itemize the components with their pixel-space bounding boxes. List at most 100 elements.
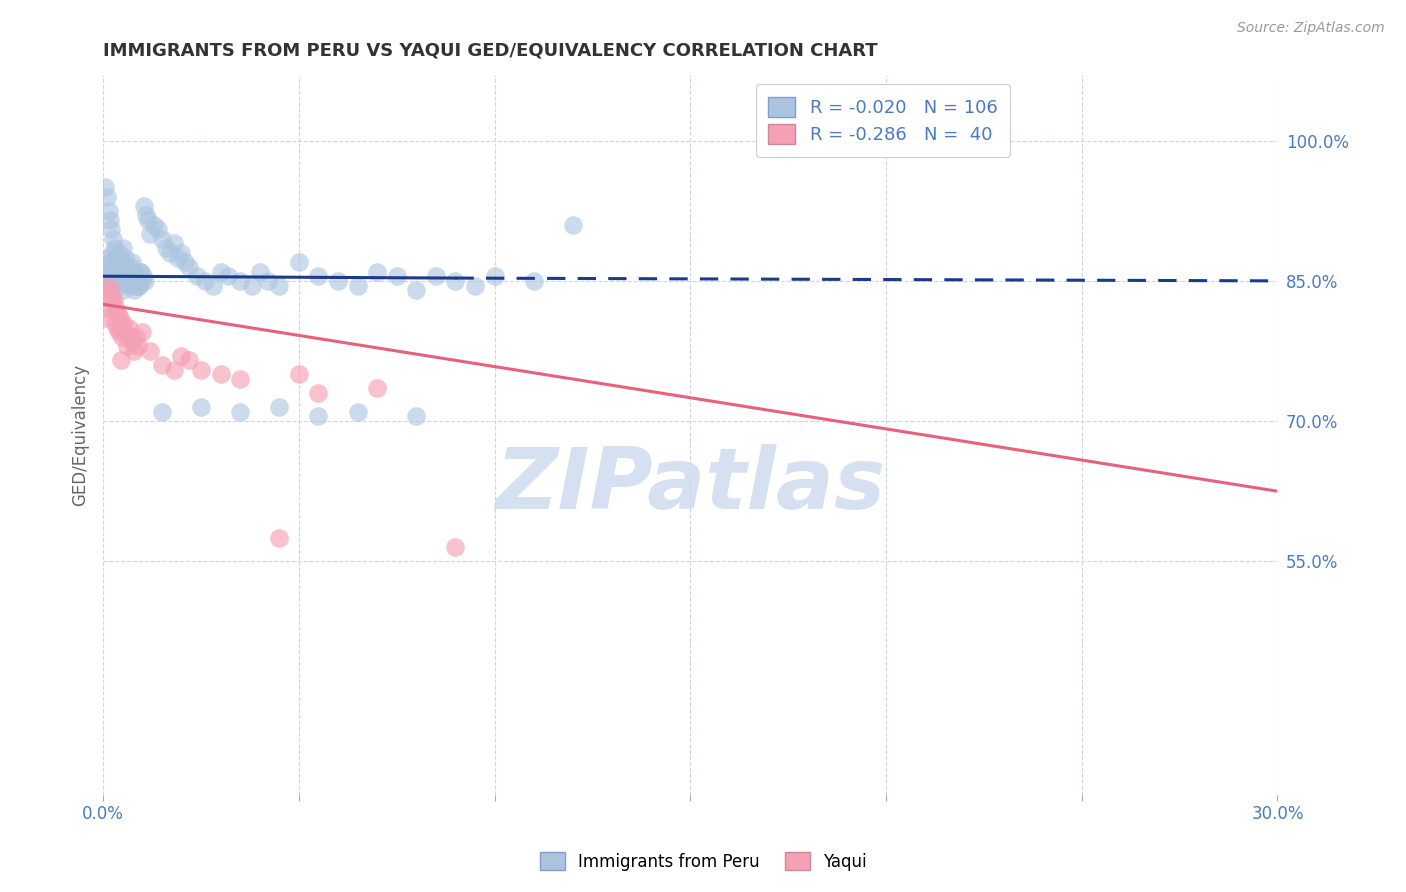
Point (100, 293, 122, 307)
Legend: R = -0.020   N = 106, R = -0.286   N =  40: R = -0.020 N = 106, R = -0.286 N = 40 (755, 84, 1010, 156)
Point (229, 405, 252, 419)
Point (111, 255, 134, 269)
Point (110, 320, 132, 334)
Point (139, 343, 162, 358)
Point (209, 264, 232, 278)
Point (110, 274, 132, 288)
Point (131, 274, 153, 288)
Point (108, 311, 131, 326)
Point (125, 330, 148, 344)
Point (179, 260, 201, 274)
Point (96, 276, 118, 290)
Point (346, 278, 368, 293)
Point (229, 372, 252, 386)
Point (124, 264, 146, 278)
Point (150, 232, 173, 246)
Point (124, 278, 146, 293)
Point (96, 288, 118, 302)
Point (194, 274, 217, 288)
Point (117, 320, 139, 334)
Point (105, 320, 128, 334)
Point (159, 245, 181, 260)
Point (209, 368, 232, 382)
Point (127, 339, 149, 353)
Point (170, 245, 193, 260)
Point (103, 232, 125, 246)
Point (100, 283, 122, 297)
Point (97, 278, 120, 293)
Point (201, 278, 224, 293)
Text: ZIPatlas: ZIPatlas (495, 444, 886, 527)
Point (107, 274, 129, 288)
Point (104, 241, 127, 255)
Point (105, 264, 128, 278)
Point (117, 262, 139, 277)
Point (111, 316, 134, 330)
Point (112, 241, 135, 255)
Text: Source: ZipAtlas.com: Source: ZipAtlas.com (1237, 21, 1385, 35)
Point (288, 368, 311, 382)
Point (190, 362, 212, 376)
Point (118, 278, 141, 293)
Point (249, 264, 271, 278)
Point (326, 274, 349, 288)
Point (269, 400, 291, 414)
Point (100, 269, 122, 284)
Point (104, 269, 127, 284)
Y-axis label: GED/Equivalency: GED/Equivalency (72, 364, 89, 506)
Point (135, 209, 157, 223)
Point (111, 330, 134, 344)
Point (240, 278, 263, 293)
Point (561, 218, 583, 232)
Point (150, 405, 173, 419)
Point (444, 541, 467, 555)
Point (128, 278, 150, 293)
Point (97, 251, 120, 265)
Point (100, 255, 122, 269)
Point (143, 218, 166, 232)
Point (108, 264, 131, 278)
Point (110, 255, 132, 269)
Point (127, 278, 149, 293)
Point (190, 400, 212, 414)
Point (122, 269, 145, 284)
Point (346, 405, 368, 419)
Point (115, 339, 138, 353)
Point (110, 353, 132, 368)
Text: IMMIGRANTS FROM PERU VS YAQUI GED/EQUIVALENCY CORRELATION CHART: IMMIGRANTS FROM PERU VS YAQUI GED/EQUIVA… (103, 42, 877, 60)
Point (174, 255, 197, 269)
Point (170, 349, 193, 363)
Point (131, 326, 153, 340)
Point (101, 297, 124, 311)
Point (307, 269, 329, 284)
Point (114, 269, 136, 284)
Point (385, 269, 408, 284)
Point (121, 334, 143, 349)
Point (307, 386, 329, 401)
Point (98, 274, 121, 288)
Point (96, 264, 118, 278)
Point (98, 301, 121, 316)
Point (101, 260, 124, 274)
Point (114, 326, 136, 340)
Point (125, 274, 148, 288)
Point (105, 251, 128, 265)
Point (136, 213, 159, 227)
Point (120, 269, 142, 284)
Point (256, 274, 278, 288)
Point (464, 278, 486, 293)
Point (115, 260, 138, 274)
Point (444, 274, 467, 288)
Point (96, 190, 118, 204)
Point (111, 269, 134, 284)
Point (523, 274, 546, 288)
Point (150, 358, 173, 372)
Point (121, 255, 143, 269)
Point (134, 274, 156, 288)
Point (120, 260, 142, 274)
Point (118, 264, 141, 278)
Point (100, 222, 122, 236)
Point (229, 274, 252, 288)
Point (217, 269, 239, 284)
Legend: Immigrants from Peru, Yaqui: Immigrants from Peru, Yaqui (531, 844, 875, 880)
